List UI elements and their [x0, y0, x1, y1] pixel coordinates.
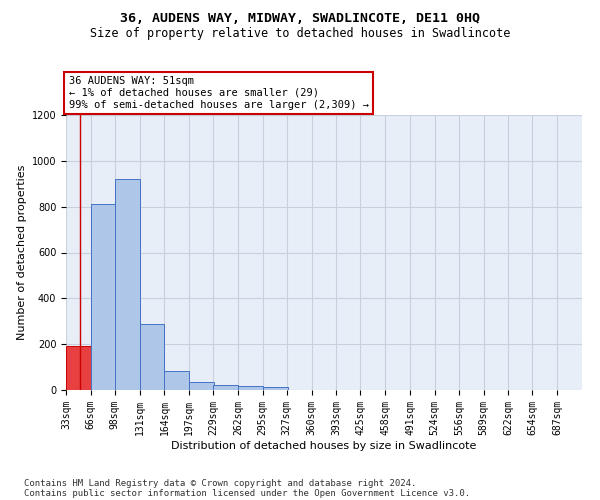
Text: Contains HM Land Registry data © Crown copyright and database right 2024.: Contains HM Land Registry data © Crown c… — [24, 478, 416, 488]
Bar — [140, 324, 164, 390]
X-axis label: Distribution of detached houses by size in Swadlincote: Distribution of detached houses by size … — [172, 440, 476, 450]
Text: Contains public sector information licensed under the Open Government Licence v3: Contains public sector information licen… — [24, 488, 470, 498]
Bar — [238, 386, 263, 390]
Bar — [164, 370, 189, 390]
Bar — [66, 346, 91, 390]
Text: 36, AUDENS WAY, MIDWAY, SWADLINCOTE, DE11 0HQ: 36, AUDENS WAY, MIDWAY, SWADLINCOTE, DE1… — [120, 12, 480, 26]
Text: 36 AUDENS WAY: 51sqm
← 1% of detached houses are smaller (29)
99% of semi-detach: 36 AUDENS WAY: 51sqm ← 1% of detached ho… — [68, 76, 368, 110]
Bar — [263, 387, 287, 390]
Bar — [115, 179, 140, 390]
Text: Size of property relative to detached houses in Swadlincote: Size of property relative to detached ho… — [90, 28, 510, 40]
Bar — [189, 382, 214, 390]
Y-axis label: Number of detached properties: Number of detached properties — [17, 165, 28, 340]
Bar — [91, 204, 116, 390]
Bar — [213, 386, 238, 390]
